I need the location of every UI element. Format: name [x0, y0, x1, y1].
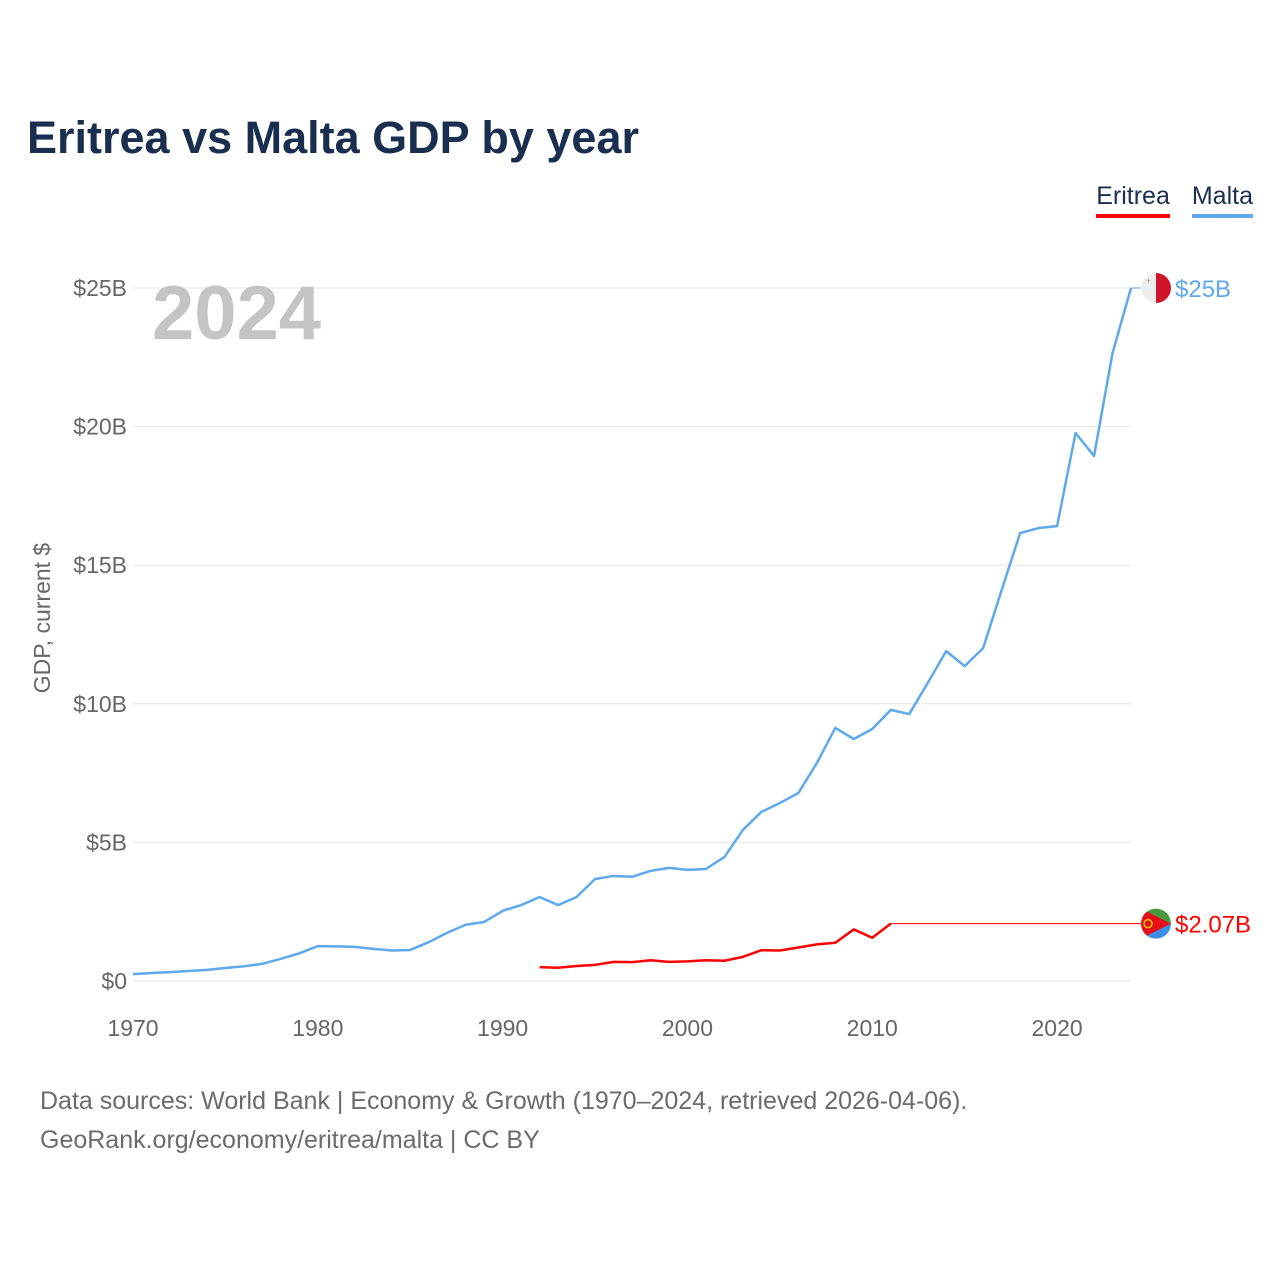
flag-eritrea-icon	[1141, 908, 1171, 939]
flag-white	[1141, 273, 1156, 303]
x-tick-label: 1970	[107, 1015, 158, 1041]
y-tick-label: $20B	[73, 414, 127, 440]
series-line-malta	[132, 287, 1133, 976]
y-tick-label: $15B	[73, 552, 127, 578]
flag-emblem	[1143, 918, 1153, 929]
footer: Data sources: World Bank | Economy & Gro…	[40, 1082, 967, 1160]
x-tick-label: 2000	[662, 1015, 713, 1041]
y-axis-label: GDP, current $	[29, 543, 55, 694]
legend-item-eritrea[interactable]: Eritrea	[1096, 182, 1170, 218]
legend: Eritrea Malta	[1096, 182, 1253, 218]
y-tick-label: $25B	[73, 275, 127, 301]
attribution-text: GeoRank.org/economy/eritrea/malta | CC B…	[40, 1126, 540, 1154]
flag-body: +	[1141, 273, 1171, 303]
end-value-label-eritrea: $2.07B	[1175, 912, 1251, 939]
flag-blue	[1141, 923, 1171, 939]
legend-item-malta[interactable]: Malta	[1191, 182, 1253, 218]
flag-red	[1156, 273, 1171, 303]
flag-body	[1141, 908, 1171, 939]
x-tick-label: 1980	[292, 1015, 343, 1041]
year-watermark: 2024	[152, 271, 321, 356]
flag-red-triangle	[1141, 908, 1171, 939]
flag-malta-icon: +	[1141, 273, 1171, 303]
data-source-text: Data sources: World Bank | Economy & Gro…	[40, 1087, 968, 1115]
chart-title: Eritrea vs Malta GDP by year	[27, 112, 639, 163]
y-tick-label: $10B	[73, 691, 127, 717]
y-tick-label: $5B	[86, 829, 127, 855]
x-tick-label: 2010	[847, 1015, 898, 1041]
end-value-label-malta: $25B	[1175, 276, 1231, 303]
x-tick-label: 2020	[1031, 1015, 1082, 1041]
x-tick-label: 1990	[477, 1015, 528, 1041]
series-line-eritrea	[539, 922, 892, 969]
flag-cross: +	[1146, 276, 1151, 286]
flag-green	[1141, 908, 1171, 924]
y-tick-label: $0	[101, 968, 127, 994]
